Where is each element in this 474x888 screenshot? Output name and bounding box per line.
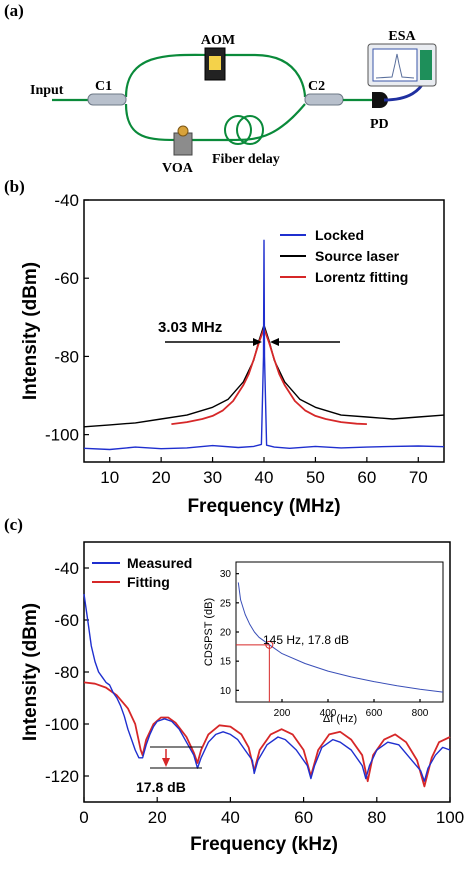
- chart-c-ytick-label: -120: [45, 767, 79, 786]
- chart-c-xtick-label: 80: [367, 808, 386, 827]
- coupler-c1: [87, 93, 127, 106]
- legend-label-fitting: Fitting: [127, 574, 170, 590]
- series-locked: [83, 239, 445, 451]
- panel-b-label: (b): [4, 177, 25, 196]
- chart-b-ytick-label: -40: [54, 191, 79, 210]
- label-input: Input: [30, 83, 64, 98]
- chart-b-ytick-label: -60: [54, 269, 79, 288]
- label-aom: AOM: [201, 33, 235, 48]
- fiber-delay-coil-1: [224, 115, 252, 145]
- chart-c-annotation: 17.8 dB: [136, 779, 186, 795]
- inset-series-line: [237, 582, 444, 693]
- label-c2: C2: [308, 79, 325, 94]
- label-c1: C1: [95, 79, 112, 94]
- chart-b-xtick-label: 20: [152, 468, 171, 487]
- inset-annotation: 145 Hz, 17.8 dB: [263, 633, 349, 647]
- inset-ytick-label: 15: [220, 657, 232, 668]
- panel-a-label: (a): [4, 1, 24, 20]
- chart-b-annot-arrow-left: [253, 338, 262, 346]
- inset-marker-point: [265, 640, 274, 649]
- chart-c-ytick-label: -60: [54, 611, 79, 630]
- chart-c-xtick-label: 100: [436, 808, 464, 827]
- legend-label-lorentz-fitting: Lorentz fitting: [315, 269, 408, 285]
- chart-c-xtick-label: 40: [221, 808, 240, 827]
- inset-ytick-label: 25: [220, 598, 232, 609]
- label-esa: ESA: [388, 29, 416, 44]
- legend-label-measured: Measured: [127, 555, 192, 571]
- fiber-lower-arm: [124, 103, 306, 142]
- esa-panel: [420, 50, 432, 80]
- inset-ticks: 200 400 600 800 10 15 20 25 30: [220, 569, 429, 719]
- chart-b-legend: Locked Source laser Lorentz fitting: [280, 227, 408, 285]
- chart-b-annot-arrow-right: [270, 338, 279, 346]
- chart-c-ticks: 0 20 40 60 80 100 -120 -100 -80 -60 -40: [45, 559, 464, 827]
- panel-a: (a) AOM ESA Input C1 C2 PD VOA: [4, 1, 437, 176]
- chart-b-annotation: 3.03 MHz: [158, 319, 222, 336]
- inset-xtick-label: 800: [412, 708, 429, 719]
- chart-b-ticks: 10 20 30 40 50 60 70 -100 -80 -60 -40: [45, 191, 428, 487]
- label-pd: PD: [370, 117, 389, 132]
- inset-xtick-label: 400: [320, 708, 337, 719]
- voa-knob: [177, 125, 189, 137]
- chart-b-ytick-label: -80: [54, 347, 79, 366]
- chart-c-ytick-label: -40: [54, 559, 79, 578]
- legend-label-source-laser: Source laser: [315, 248, 400, 264]
- legend-label-locked: Locked: [315, 227, 364, 243]
- esa-trace: [375, 53, 415, 79]
- chart-c-xlabel: Frequency (kHz): [190, 834, 338, 855]
- fiber-delay-coil-2: [236, 115, 264, 145]
- chart-b-xtick-label: 10: [100, 468, 119, 487]
- chart-b-xtick-label: 70: [409, 468, 428, 487]
- chart-b-xtick-label: 60: [357, 468, 376, 487]
- inset-xtick-label: 600: [366, 708, 383, 719]
- chart-c-xtick-label: 60: [294, 808, 313, 827]
- aom-window: [209, 56, 221, 70]
- label-fiber-delay: Fiber delay: [212, 152, 280, 167]
- inset-series: [236, 582, 444, 702]
- series-measured: [83, 593, 451, 782]
- inset-xtick-label: 200: [274, 708, 291, 719]
- chart-c-legend: Measured Fitting: [92, 555, 192, 590]
- chart-b-xlabel: Frequency (MHz): [187, 496, 340, 517]
- chart-c-inset: 200 400 600 800 10 15 20 25 30 Δf (Hz) CDSPST (d…: [203, 561, 444, 725]
- series-lorentz-fitting: [171, 327, 367, 425]
- inset-ylabel: CDSPST (dB): [203, 598, 215, 666]
- label-voa: VOA: [162, 161, 194, 176]
- panel-c: (c) 0 20 40 60 80 100 -120 -100 -80 -60 -40 Freque…: [4, 515, 464, 855]
- chart-c-annot-arrow-head: [162, 758, 170, 767]
- chart-c-ytick-label: -80: [54, 663, 79, 682]
- chart-b-xtick-label: 50: [306, 468, 325, 487]
- chart-b-series: [83, 239, 445, 451]
- chart-c-xtick-label: 20: [148, 808, 167, 827]
- panel-b: (b) 10 20 30 40 50 60 70 -100 -80 -60 -40 Frequenc…: [4, 177, 445, 517]
- coupler-c2: [304, 93, 344, 106]
- chart-c-xtick-label: 0: [79, 808, 88, 827]
- chart-c-ytick-label: -100: [45, 715, 79, 734]
- inset-ytick-label: 30: [220, 569, 232, 580]
- inset-frame: [235, 561, 444, 703]
- chart-b-xtick-label: 30: [203, 468, 222, 487]
- panel-c-label: (c): [4, 515, 23, 534]
- inset-ytick-label: 20: [220, 628, 232, 639]
- chart-b-xtick-label: 40: [255, 468, 274, 487]
- chart-c-ylabel: Intensity (dBm): [20, 603, 41, 741]
- inset-xlabel: Δf (Hz): [323, 713, 357, 725]
- inset-ytick-label: 10: [220, 686, 232, 697]
- chart-c-series: [83, 593, 451, 788]
- pd-device: [372, 92, 388, 108]
- chart-b-ylabel: Intensity (dBm): [20, 262, 41, 400]
- chart-b-ytick-label: -100: [45, 426, 79, 445]
